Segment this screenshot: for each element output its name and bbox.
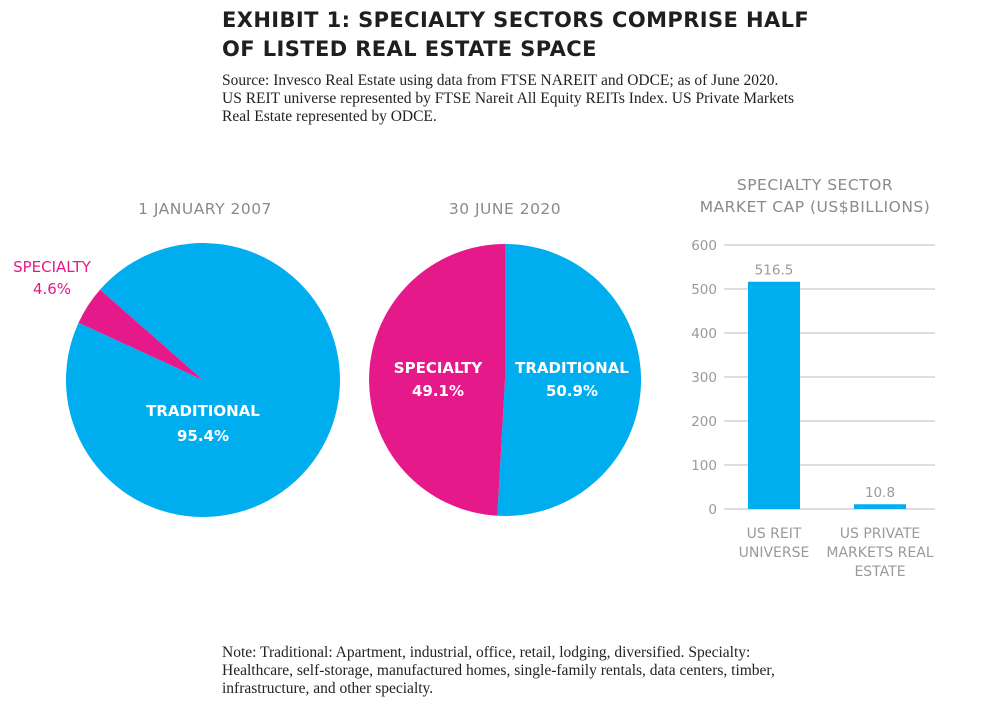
y-tick-label: 300 xyxy=(691,370,717,386)
pie-chart-2007: TRADITIONAL 95.4% SPECIALTY 4.6% xyxy=(13,243,340,518)
pie-2020-title: 30 JUNE 2020 xyxy=(448,200,562,218)
bar-title-line-1: SPECIALTY SECTOR xyxy=(736,176,894,194)
pie-2020-traditional-value: 50.9% xyxy=(546,382,598,400)
title-line-2: OF LISTED REAL ESTATE SPACE xyxy=(222,37,597,61)
category-label: US REIT xyxy=(747,526,802,542)
bar-title-line-2: MARKET CAP (US$BILLIONS) xyxy=(699,198,931,216)
bar-chart-categories: US REIT UNIVERSE US PRIVATE MARKETS REAL EST… xyxy=(739,526,934,580)
pie-2007-traditional-value: 95.4% xyxy=(177,427,229,445)
pie-2020-traditional-label: TRADITIONAL xyxy=(515,359,629,377)
note-line-1: Note: Traditional: Apartment, industrial… xyxy=(222,644,751,661)
y-tick-label: 600 xyxy=(691,238,717,254)
y-tick-label: 200 xyxy=(691,414,717,430)
y-tick-label: 100 xyxy=(691,458,717,474)
pie-2007-slice-traditional xyxy=(65,243,340,518)
pie-2007-traditional-label: TRADITIONAL xyxy=(146,402,260,420)
bar-chart-value-labels: 516.5 10.8 xyxy=(755,263,895,502)
category-label: UNIVERSE xyxy=(739,545,810,561)
pie-chart-2020: TRADITIONAL 50.9% SPECIALTY 49.1% xyxy=(369,244,642,516)
pie-2007-title: 1 JANUARY 2007 xyxy=(138,200,272,218)
category-label: US PRIVATE xyxy=(840,526,920,542)
bar-chart-market-cap: 0 100 200 300 400 500 600 516.5 10.8 US REIT UNI… xyxy=(691,238,935,580)
pie-2020-specialty-label: SPECIALTY xyxy=(394,359,484,377)
note-line-3: infrastructure, and other specialty. xyxy=(222,680,434,697)
pie-2007-specialty-value: 4.6% xyxy=(33,280,71,298)
source-line-1: Source: Invesco Real Estate using data f… xyxy=(222,72,779,89)
category-label: ESTATE xyxy=(854,564,905,580)
pie-2020-specialty-value: 49.1% xyxy=(412,382,464,400)
bar-value-label: 10.8 xyxy=(865,485,895,501)
bar-chart-title: SPECIALTY SECTOR MARKET CAP (US$BILLIONS… xyxy=(660,174,970,218)
pie-2007-specialty-label: SPECIALTY xyxy=(13,258,92,276)
y-tick-label: 400 xyxy=(691,326,717,342)
category-label: MARKETS REAL xyxy=(826,545,933,561)
y-tick-label: 0 xyxy=(708,502,717,518)
source-line-2: US REIT universe represented by FTSE Nar… xyxy=(222,90,795,107)
bar-chart-y-ticks: 0 100 200 300 400 500 600 xyxy=(691,238,717,518)
bar-0 xyxy=(748,281,800,509)
bar-value-label: 516.5 xyxy=(755,263,794,279)
bar-chart-bars xyxy=(748,281,906,509)
y-tick-label: 500 xyxy=(691,282,717,298)
source-note: Source: Invesco Real Estate using data f… xyxy=(222,72,972,126)
exhibit-title: EXHIBIT 1: SPECIALTY SECTORS COMPRISE HA… xyxy=(222,6,962,64)
pie-2007-slice-specialty xyxy=(78,289,203,380)
footnote: Note: Traditional: Apartment, industrial… xyxy=(222,644,962,698)
bar-1 xyxy=(854,504,906,509)
pie-2020-slice-traditional xyxy=(497,244,642,516)
note-line-2: Healthcare, self-storage, manufactured h… xyxy=(222,662,775,679)
title-line-1: EXHIBIT 1: SPECIALTY SECTORS COMPRISE HA… xyxy=(222,8,810,32)
pie-2020-slice-specialty xyxy=(369,244,505,516)
source-line-3: Real Estate represented by ODCE. xyxy=(222,108,437,125)
